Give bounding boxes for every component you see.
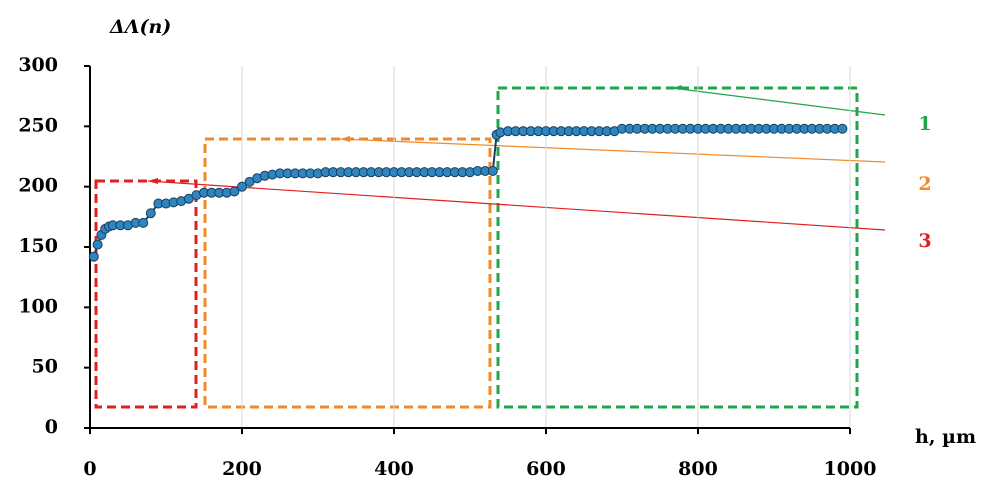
- y-tick-label: 200: [18, 175, 58, 197]
- arrowhead: [148, 178, 158, 184]
- data-point: [229, 186, 240, 197]
- x-tick-label: 0: [83, 458, 96, 480]
- data-point: [237, 181, 247, 192]
- data-point: [92, 239, 103, 250]
- data-point: [145, 208, 156, 219]
- x-tick-label: 1000: [824, 458, 877, 480]
- region-label: 1: [918, 113, 931, 135]
- y-tick-label: 0: [45, 416, 58, 438]
- region-label: 3: [918, 230, 931, 252]
- region-1: [496, 86, 859, 409]
- region-3: [94, 179, 198, 409]
- x-tick-label: 400: [374, 458, 414, 480]
- data-point: [138, 217, 149, 228]
- arrowhead: [340, 136, 350, 142]
- arrowhead: [672, 85, 682, 90]
- data-point: [837, 123, 848, 134]
- y-tick-label: 250: [18, 114, 58, 136]
- data-point: [487, 165, 498, 176]
- pointer-1: [671, 87, 886, 116]
- y-tick-label: 100: [18, 295, 58, 317]
- y-tick-label: 150: [18, 235, 58, 257]
- y-tick-label: 300: [18, 54, 58, 76]
- pointers: [147, 85, 886, 231]
- x-tick-label: 200: [222, 458, 262, 480]
- y-axis-label: ΔΛ(n): [109, 16, 171, 38]
- region-label: 2: [918, 173, 931, 195]
- regions: [94, 86, 859, 409]
- y-tick-label: 50: [32, 356, 58, 378]
- x-axis-label: h, µm: [915, 426, 976, 448]
- pointer-2: [339, 138, 886, 163]
- pointer-3: [147, 180, 886, 231]
- data-point: [88, 251, 99, 262]
- x-tick-label: 600: [526, 458, 566, 480]
- x-tick-label: 800: [678, 458, 718, 480]
